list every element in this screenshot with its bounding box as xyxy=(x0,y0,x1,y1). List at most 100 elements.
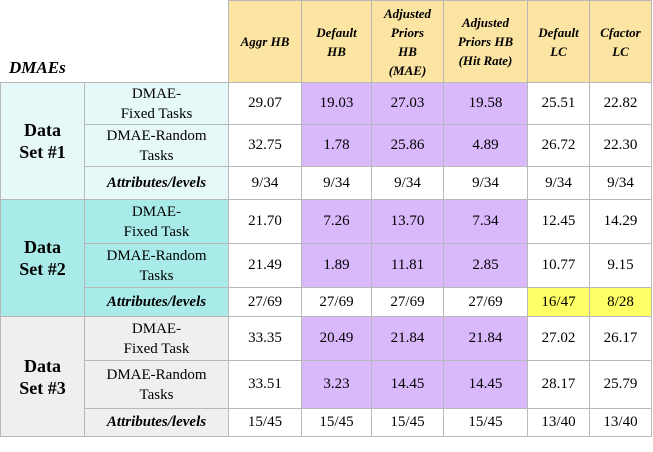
data-set-label-line: Set #1 xyxy=(19,142,66,162)
table-cell: 22.82 xyxy=(589,82,652,125)
data-set-label-line: Set #3 xyxy=(19,377,66,398)
table-cell: 3.23 xyxy=(301,360,372,409)
table-cell: 16/47 xyxy=(527,287,590,317)
table-cell: 9/34 xyxy=(527,166,590,200)
table-cell: 20.49 xyxy=(301,316,372,361)
table-cell: 13/40 xyxy=(527,408,590,437)
data-set-label-line: Data xyxy=(24,355,61,376)
table-cell: 7.34 xyxy=(443,199,528,244)
table-cell: 4.89 xyxy=(443,124,528,167)
table-cell: 12.45 xyxy=(527,199,590,244)
column-header-default-lc: Default LC xyxy=(527,0,590,83)
table-cell: 27.02 xyxy=(527,316,590,361)
row-label-line: DMAE-Random xyxy=(106,247,207,264)
table-cell: 25.86 xyxy=(371,124,444,167)
row-label-line: Tasks xyxy=(139,267,174,284)
column-header-line: LC xyxy=(612,43,629,59)
table-cell: 29.07 xyxy=(228,82,302,125)
table-cell: 25.79 xyxy=(589,360,652,409)
table-cell: 15/45 xyxy=(371,408,444,437)
table-cell: 14.45 xyxy=(371,360,444,409)
column-header-line: HB xyxy=(398,43,417,59)
table-cell: 9/34 xyxy=(371,166,444,200)
data-set-label-line: Data xyxy=(24,120,61,140)
column-header-adjusted-priors-hb-hit-rate: Adjusted Priors HB (Hit Rate) xyxy=(443,0,528,83)
table-row: Data Set #2 DMAE- Fixed Task 21.70 7.26 … xyxy=(0,199,652,317)
row-label-line: Fixed Tasks xyxy=(120,105,193,122)
column-header-line: Default xyxy=(316,24,357,40)
column-header-aggr-hb: Aggr HB xyxy=(228,0,302,83)
corner-label: DMAEs xyxy=(0,0,229,83)
table-cell: 25.51 xyxy=(527,82,590,125)
dmae-table: DMAEs Aggr HB Default HB Adjusted Priors… xyxy=(0,0,652,437)
column-header-line: Priors HB xyxy=(457,34,514,49)
row-label: DMAE- Fixed Tasks xyxy=(84,82,229,125)
table-cell: 21.70 xyxy=(228,199,302,244)
data-set-label: Data Set #1 xyxy=(0,82,85,200)
table-cell: 15/45 xyxy=(443,408,528,437)
table-cell: 21.84 xyxy=(371,316,444,361)
table-cell: 28.17 xyxy=(527,360,590,409)
table-cell: 21.84 xyxy=(443,316,528,361)
row-label-line: Tasks xyxy=(139,386,174,403)
row-label: DMAE- Fixed Task xyxy=(84,316,229,361)
table-row: DMAE-Random Tasks 21.49 1.89 11.81 2.85 … xyxy=(1,243,652,288)
row-label: DMAE- Fixed Task xyxy=(84,199,229,244)
header-row: DMAEs Aggr HB Default HB Adjusted Priors… xyxy=(0,0,652,83)
column-header-line: Adjusted xyxy=(384,5,431,21)
column-header-line: Priors xyxy=(390,24,425,40)
table-cell: 33.51 xyxy=(228,360,302,409)
table-cell: 21.49 xyxy=(228,243,302,288)
table-cell: 32.75 xyxy=(228,124,302,167)
table-row: Data Set #1 DMAE- Fixed Tasks 29.07 19.0… xyxy=(0,82,652,200)
table-cell: 13.70 xyxy=(371,199,444,244)
table-cell: 27/69 xyxy=(301,287,372,317)
table-cell: 9/34 xyxy=(228,166,302,200)
table-cell: 27/69 xyxy=(228,287,302,317)
table-cell: 26.17 xyxy=(589,316,652,361)
row-label-line: Fixed Task xyxy=(123,340,190,357)
table-cell: 10.77 xyxy=(527,243,590,288)
column-header-line: (Hit Rate) xyxy=(458,53,513,68)
table-cell: 7.26 xyxy=(301,199,372,244)
table-cell: 2.85 xyxy=(443,243,528,288)
table-cell: 19.58 xyxy=(443,82,528,125)
table-cell: 19.03 xyxy=(301,82,372,125)
row-label-line: DMAE-Random xyxy=(106,127,207,144)
table-cell: 9/34 xyxy=(301,166,372,200)
attributes-label: Attributes/levels xyxy=(84,166,229,200)
data-set-label-line: Data xyxy=(24,237,61,257)
table-cell: 1.89 xyxy=(301,243,372,288)
table-cell: 14.29 xyxy=(589,199,652,244)
table-cell: 11.81 xyxy=(371,243,444,288)
table-cell: 9/34 xyxy=(589,166,652,200)
row-label-line: DMAE- xyxy=(131,85,182,102)
column-header-line: Aggr HB xyxy=(240,34,290,49)
attributes-label: Attributes/levels xyxy=(84,287,229,317)
table-cell: 27.03 xyxy=(371,82,444,125)
row-label-line: DMAE-Random xyxy=(106,366,207,383)
table-cell: 15/45 xyxy=(301,408,372,437)
table-row: DMAE-Random Tasks 33.51 3.23 14.45 14.45… xyxy=(1,360,652,409)
attributes-row: Attributes/levels 27/69 27/69 27/69 27/6… xyxy=(1,287,652,317)
data-set-label: Data Set #3 xyxy=(0,316,85,437)
column-header-line: LC xyxy=(550,43,567,59)
table-cell: 13/40 xyxy=(589,408,652,437)
column-header-default-hb: Default HB xyxy=(301,0,372,83)
table-row: DMAE-Random Tasks 32.75 1.78 25.86 4.89 … xyxy=(1,124,652,167)
table-row: Data Set #3 DMAE- Fixed Task 33.35 20.49… xyxy=(0,316,652,437)
table-cell: 1.78 xyxy=(301,124,372,167)
column-header-adjusted-priors-hb-mae: Adjusted Priors HB (MAE) xyxy=(371,0,444,83)
data-set-label-line: Set #2 xyxy=(19,259,66,279)
row-label: DMAE-Random Tasks xyxy=(84,243,229,288)
table-cell: 9/34 xyxy=(443,166,528,200)
table-cell: 26.72 xyxy=(527,124,590,167)
attributes-label: Attributes/levels xyxy=(84,408,229,437)
table-cell: 8/28 xyxy=(589,287,652,317)
table-cell: 33.35 xyxy=(228,316,302,361)
row-label: DMAE-Random Tasks xyxy=(84,360,229,409)
column-header-line: (MAE) xyxy=(388,62,427,78)
row-label-line: DMAE- xyxy=(131,320,182,337)
row-label-line: DMAE- xyxy=(131,203,182,220)
table-cell: 27/69 xyxy=(443,287,528,317)
